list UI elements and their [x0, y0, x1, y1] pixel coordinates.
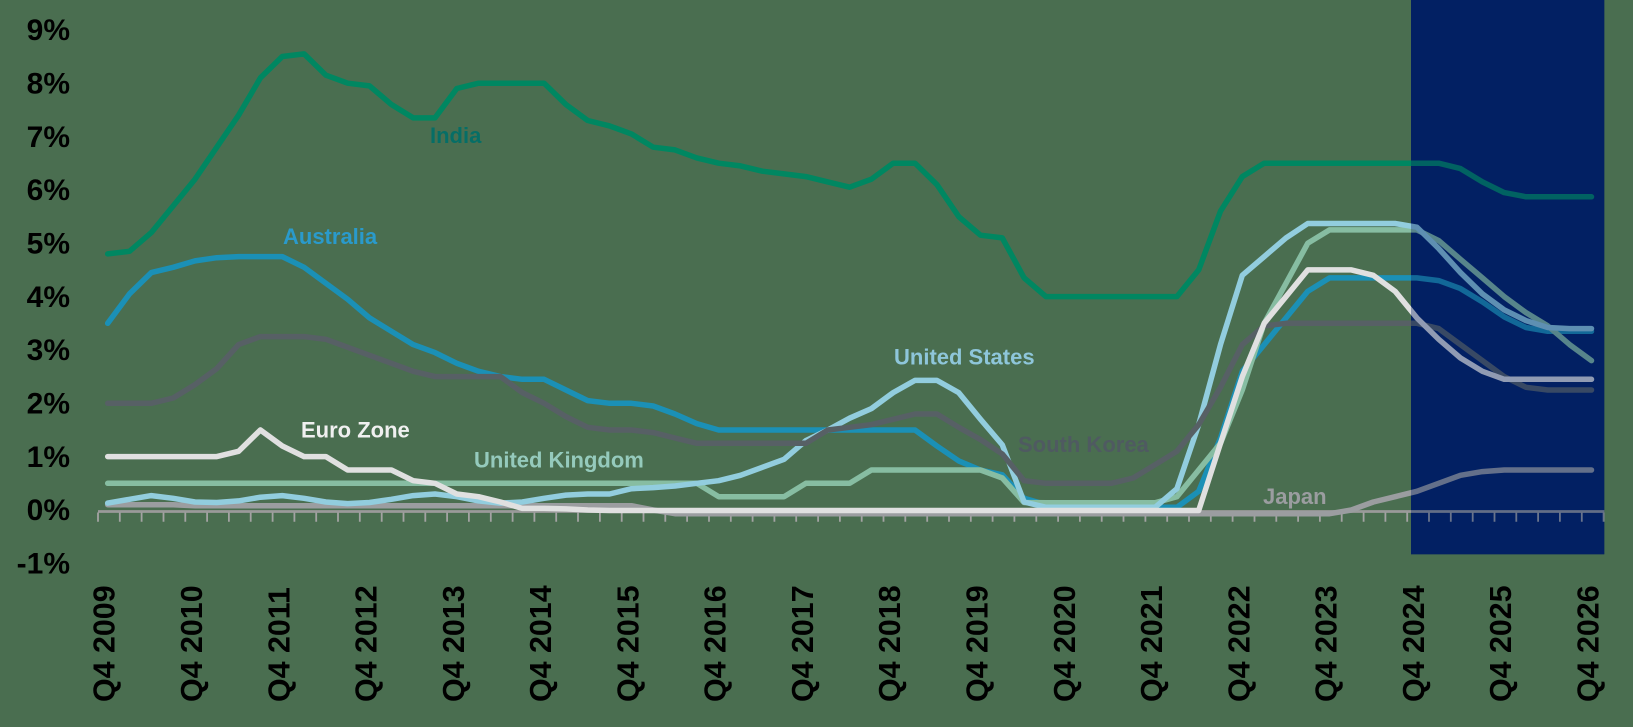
svg-text:Q4 2018: Q4 2018: [873, 585, 907, 702]
svg-text:Q4 2009: Q4 2009: [88, 585, 122, 702]
svg-text:Q4 2026: Q4 2026: [1572, 585, 1606, 702]
svg-text:Q4 2022: Q4 2022: [1222, 585, 1256, 702]
svg-text:Australia: Australia: [283, 224, 378, 249]
svg-text:United Kingdom: United Kingdom: [474, 448, 644, 473]
svg-text:6%: 6%: [27, 174, 70, 207]
svg-text:Q4 2010: Q4 2010: [175, 585, 209, 702]
svg-text:8%: 8%: [27, 67, 70, 100]
svg-text:4%: 4%: [27, 281, 70, 314]
svg-text:2%: 2%: [27, 388, 70, 421]
svg-text:Japan: Japan: [1263, 484, 1327, 509]
svg-text:United States: United States: [894, 345, 1035, 370]
svg-text:Q4 2013: Q4 2013: [437, 585, 471, 702]
svg-text:9%: 9%: [27, 14, 70, 47]
svg-text:Q4 2016: Q4 2016: [699, 585, 733, 702]
svg-text:South Korea: South Korea: [1018, 432, 1150, 457]
svg-text:India: India: [430, 123, 482, 148]
svg-text:Q4 2015: Q4 2015: [611, 585, 645, 702]
svg-text:Q4 2019: Q4 2019: [961, 585, 995, 702]
svg-text:Q4 2023: Q4 2023: [1310, 585, 1344, 702]
svg-text:Euro Zone: Euro Zone: [301, 418, 410, 443]
svg-text:7%: 7%: [27, 121, 70, 154]
svg-text:Q4 2021: Q4 2021: [1135, 585, 1169, 702]
svg-text:5%: 5%: [27, 227, 70, 260]
svg-text:Q4 2014: Q4 2014: [524, 585, 558, 702]
svg-text:Q4 2020: Q4 2020: [1048, 585, 1082, 702]
svg-text:Q4 2012: Q4 2012: [350, 585, 384, 702]
svg-text:1%: 1%: [27, 441, 70, 474]
svg-text:Q4 2024: Q4 2024: [1397, 585, 1431, 702]
svg-text:-1%: -1%: [17, 548, 70, 581]
svg-text:3%: 3%: [27, 334, 70, 367]
svg-text:Q4 2025: Q4 2025: [1484, 585, 1518, 702]
svg-text:Q4 2017: Q4 2017: [786, 585, 820, 702]
svg-text:0%: 0%: [27, 494, 70, 527]
svg-text:Q4 2011: Q4 2011: [262, 587, 296, 702]
